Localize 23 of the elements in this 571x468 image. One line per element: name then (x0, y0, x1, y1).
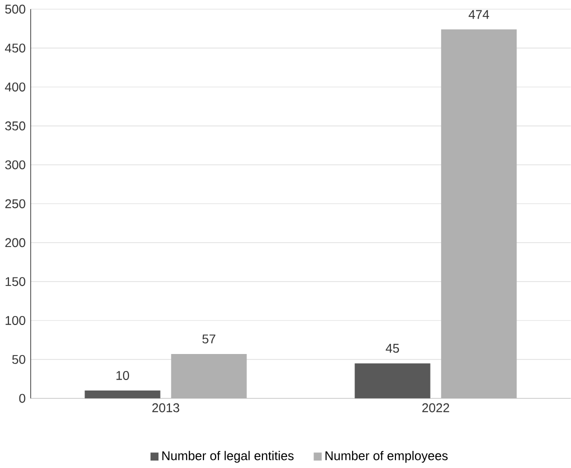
x-tick-label: 2013 (152, 403, 180, 412)
y-tick-label: 0 (19, 394, 26, 403)
y-tick-label: 50 (12, 355, 26, 364)
y-tick-label: 100 (6, 316, 26, 326)
y-tick-label: 150 (6, 277, 26, 286)
legend-label: Number of employees (326, 451, 448, 463)
y-tick-label: 450 (4, 44, 26, 53)
bar (171, 354, 247, 398)
y-tick-label: 300 (5, 160, 26, 170)
data-label: 57 (202, 334, 216, 344)
data-label: 45 (386, 344, 400, 353)
data-label: 10 (116, 371, 130, 380)
y-tick-label: 500 (5, 4, 26, 14)
bar (84, 390, 160, 398)
y-tick-label: 400 (4, 82, 26, 92)
data-label: 474 (468, 10, 490, 19)
y-tick-label: 250 (5, 199, 26, 208)
y-tick-label: 350 (5, 122, 26, 130)
bar (441, 29, 517, 398)
legend-label: Number of legal entities (162, 451, 294, 463)
y-tick-label: 200 (5, 238, 26, 248)
bar (354, 363, 430, 398)
x-tick-label: 2022 (422, 403, 450, 412)
